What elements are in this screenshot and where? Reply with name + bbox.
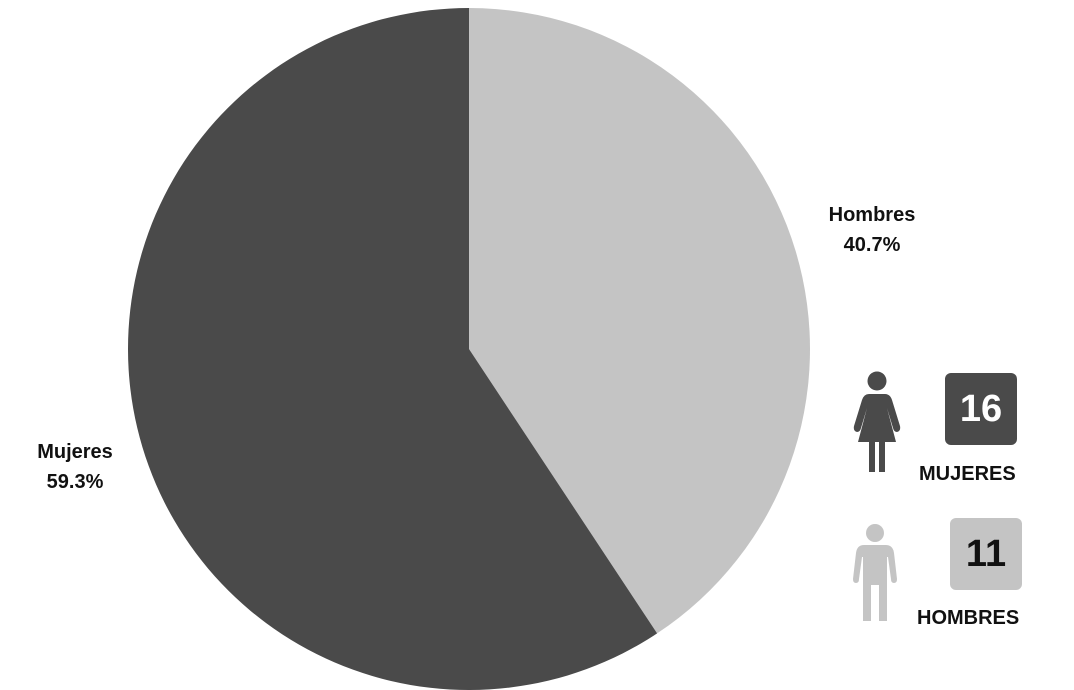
woman-icon: [853, 371, 901, 472]
slice-percent-hombres: 40.7%: [843, 234, 901, 256]
pie-slices: [128, 8, 811, 690]
slice-percent-mujeres: 59.3%: [46, 471, 104, 493]
men-count: 11: [965, 532, 1007, 575]
women-count-badge: 16: [945, 373, 1017, 445]
slice-label-mujeres: Mujeres 59.3%: [15, 437, 135, 497]
pie-slice-mujeres: [128, 8, 658, 690]
men-count-badge: 11: [950, 518, 1022, 590]
women-caption: MUJERES: [919, 463, 1016, 485]
man-icon: [853, 524, 897, 621]
slice-name-hombres: Hombres: [828, 204, 916, 226]
pie-slice-hombres: [469, 8, 811, 634]
slice-name-mujeres: Mujeres: [37, 441, 113, 463]
women-count: 16: [959, 387, 1003, 430]
men-caption: HOMBRES: [917, 607, 1020, 629]
slice-label-hombres: Hombres 40.7%: [812, 200, 932, 260]
